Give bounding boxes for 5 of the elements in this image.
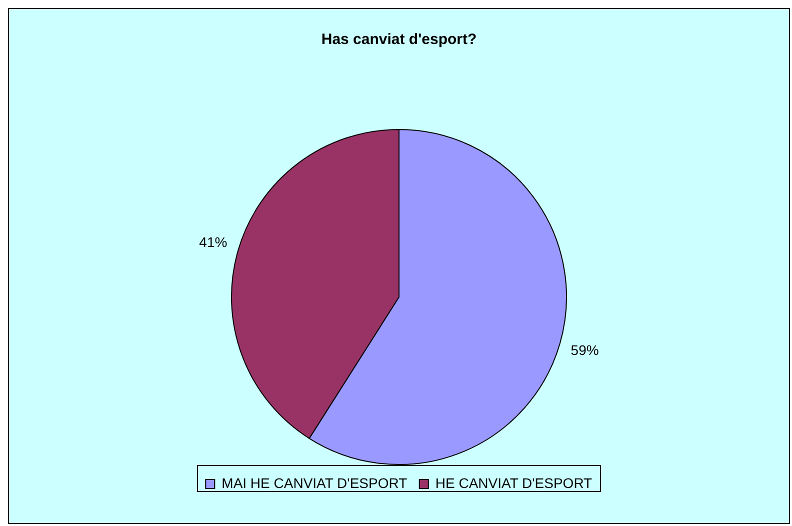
data-label: 41%: [199, 234, 228, 250]
data-label: 59%: [570, 342, 599, 358]
legend-label: MAI HE CANVIAT D'ESPORT: [222, 474, 408, 491]
legend-label: HE CANVIAT D'ESPORT: [435, 474, 593, 491]
chart-title: Has canviat d'esport?: [321, 31, 477, 48]
